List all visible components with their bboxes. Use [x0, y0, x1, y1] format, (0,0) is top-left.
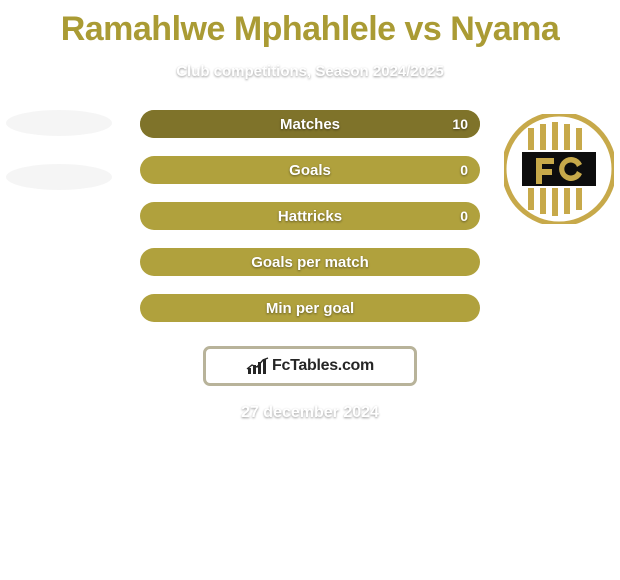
branding-badge: FcTables.com [203, 346, 417, 386]
subtitle: Club competitions, Season 2024/2025 [0, 63, 620, 80]
bar-track: Min per goal [140, 294, 480, 322]
avatar-placeholder [6, 164, 112, 190]
stat-bars: Matches 10 Goals 0 Hattricks 0 Goals per match… [140, 110, 480, 340]
stat-label: Matches [280, 116, 340, 133]
chart-icon [246, 357, 270, 375]
left-player-column [6, 110, 112, 218]
stat-label: Goals per match [251, 254, 369, 271]
comparison-infographic: Ramahlwe Mphahlele vs Nyama Club competi… [0, 0, 620, 580]
stat-row: Goals 0 [140, 156, 480, 184]
bar-track: Hattricks 0 [140, 202, 480, 230]
stat-row: Goals per match [140, 248, 480, 276]
generated-date: 27 december 2024 [0, 404, 620, 422]
bar-track: Goals per match [140, 248, 480, 276]
page-title: Ramahlwe Mphahlele vs Nyama [0, 0, 620, 49]
stat-label: Min per goal [266, 300, 354, 317]
bar-track: Goals 0 [140, 156, 480, 184]
branding-text: FcTables.com [272, 357, 374, 375]
stat-row: Matches 10 [140, 110, 480, 138]
stat-value-right: 0 [460, 162, 468, 178]
stat-row: Min per goal [140, 294, 480, 322]
stat-value-right: 10 [452, 116, 468, 132]
avatar-placeholder [6, 110, 112, 136]
stat-value-right: 0 [460, 208, 468, 224]
stat-row: Hattricks 0 [140, 202, 480, 230]
club-logo [504, 114, 614, 224]
right-player-column [504, 110, 614, 224]
stat-label: Hattricks [278, 208, 342, 225]
stat-label: Goals [289, 162, 331, 179]
chart-area: Matches 10 Goals 0 Hattricks 0 Goals per match… [0, 110, 620, 350]
bar-track: Matches 10 [140, 110, 480, 138]
